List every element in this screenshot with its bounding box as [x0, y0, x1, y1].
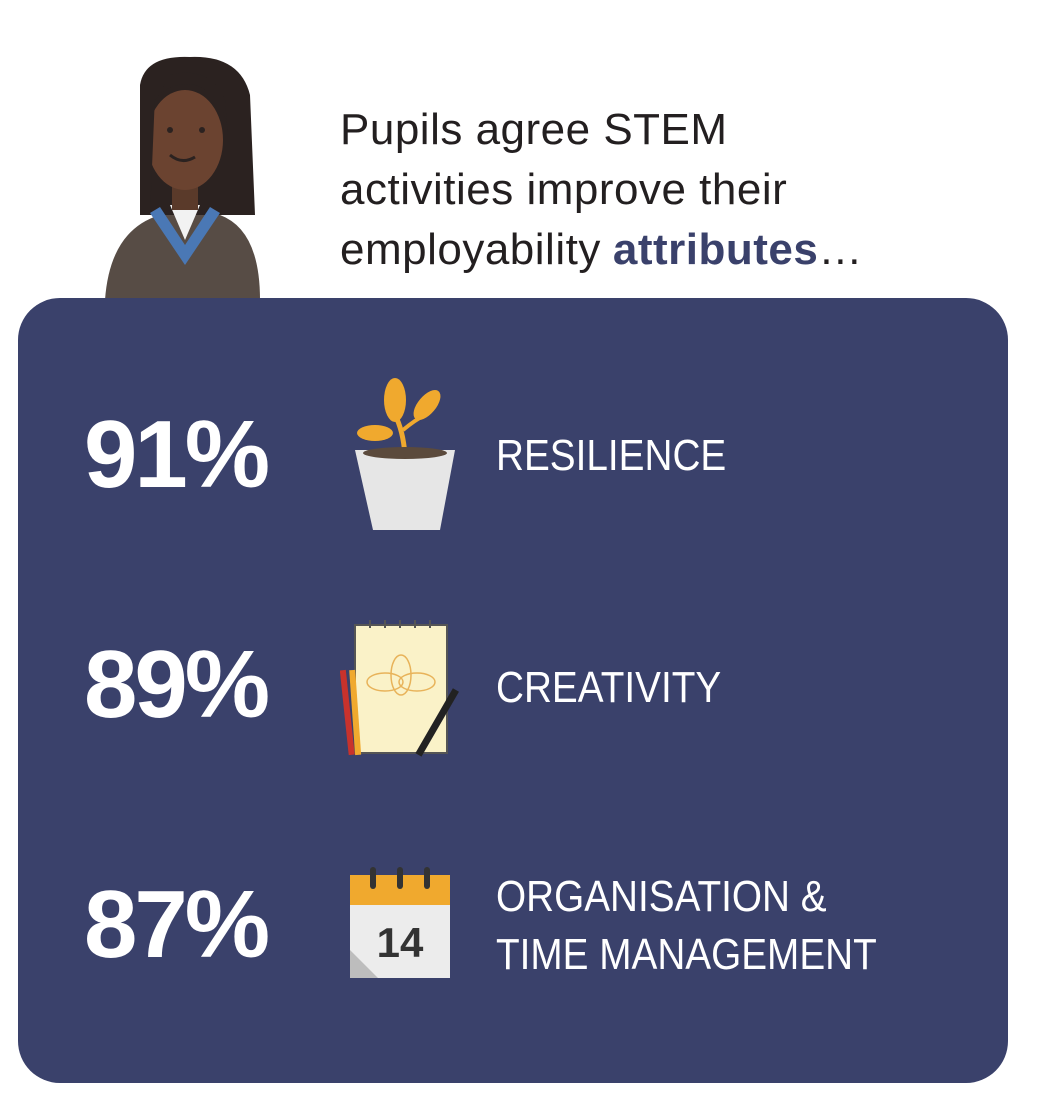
label-line: ORGANISATION & — [496, 872, 827, 921]
heading-line: employability attributes… — [340, 220, 863, 280]
calendar-icon: 14 — [350, 867, 450, 978]
attribute-label: CREATIVITY — [496, 659, 721, 717]
percent: 87% — [84, 871, 270, 978]
heading-line: Pupils agree STEM — [340, 105, 728, 154]
heading-emphasis: attributes — [612, 225, 819, 274]
heading-ending: … — [818, 225, 863, 274]
percent: 89% — [84, 631, 270, 738]
label-line: TIME MANAGEMENT — [496, 930, 877, 979]
pupil-illustration — [105, 56, 260, 300]
label-line: CREATIVITY — [496, 663, 722, 712]
panel — [18, 298, 1008, 1083]
percent: 91% — [84, 401, 270, 508]
plant-icon — [355, 378, 455, 530]
attribute-label: ORGANISATION & TIME MANAGEMENT — [496, 868, 877, 984]
attribute-label: RESILIENCE — [496, 427, 726, 485]
heading: Pupils agree STEM activities improve the… — [340, 100, 863, 280]
label-line: RESILIENCE — [496, 431, 727, 480]
calendar-digits: 14 — [377, 919, 424, 966]
heading-text: employability — [340, 225, 601, 274]
heading-line: activities improve their — [340, 165, 788, 214]
sketchbook-icon — [340, 620, 459, 757]
